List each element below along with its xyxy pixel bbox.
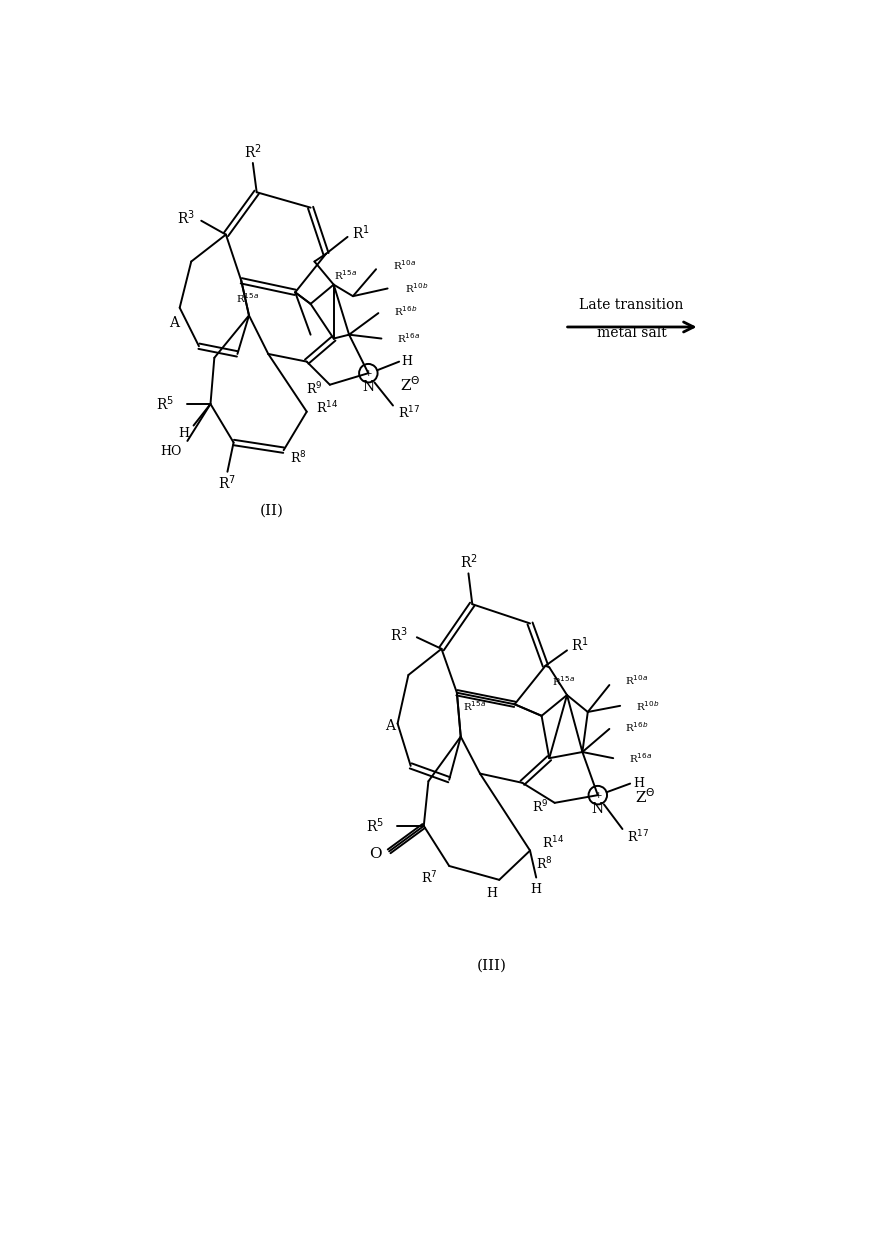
Text: H: H — [178, 427, 189, 440]
Text: H: H — [486, 887, 497, 901]
Text: R$^{1}$: R$^{1}$ — [352, 224, 369, 241]
Text: R$^{15a}$: R$^{15a}$ — [552, 674, 574, 688]
Text: R$^{17}$: R$^{17}$ — [398, 405, 419, 421]
Text: (III): (III) — [477, 959, 506, 973]
Text: R$^{14}$: R$^{14}$ — [541, 834, 564, 851]
Text: R$^{15a}$: R$^{15a}$ — [333, 267, 357, 281]
Text: R$^8$: R$^8$ — [289, 450, 306, 466]
Text: A: A — [385, 719, 395, 733]
Text: H: H — [530, 883, 542, 896]
Text: R$^{10a}$: R$^{10a}$ — [625, 673, 648, 687]
Text: R$^{1}$: R$^{1}$ — [571, 636, 589, 654]
Text: Late transition: Late transition — [580, 299, 684, 312]
Text: (II): (II) — [260, 503, 284, 517]
Text: R$^{16b}$: R$^{16b}$ — [393, 305, 418, 318]
Text: Z$^\Theta$: Z$^\Theta$ — [635, 787, 656, 806]
Text: R$^{15a}$: R$^{15a}$ — [236, 291, 259, 305]
Text: R$^8$: R$^8$ — [536, 856, 553, 873]
Text: N: N — [362, 380, 375, 393]
Text: R$^7$: R$^7$ — [219, 473, 237, 492]
Text: R$^9$: R$^9$ — [532, 798, 548, 816]
Text: R$^{2}$: R$^{2}$ — [460, 552, 478, 571]
Text: R$^{16b}$: R$^{16b}$ — [625, 719, 648, 733]
Text: R$^{10b}$: R$^{10b}$ — [404, 281, 428, 295]
Text: R$^{3}$: R$^{3}$ — [390, 626, 408, 644]
Text: O: O — [369, 847, 382, 861]
Text: Z$^\Theta$: Z$^\Theta$ — [401, 376, 421, 395]
Text: +: + — [594, 791, 601, 799]
Text: R$^{16a}$: R$^{16a}$ — [397, 332, 420, 346]
Text: A: A — [169, 316, 179, 330]
Text: HO: HO — [159, 445, 181, 458]
Text: N: N — [591, 802, 604, 816]
Text: R$^{10a}$: R$^{10a}$ — [393, 259, 416, 272]
Text: R$^{10b}$: R$^{10b}$ — [635, 699, 659, 713]
Text: R$^5$: R$^5$ — [156, 395, 174, 413]
Text: H: H — [633, 777, 644, 791]
Text: R$^{14}$: R$^{14}$ — [316, 400, 338, 416]
Text: R$^9$: R$^9$ — [306, 380, 323, 397]
Text: R$^{15a}$: R$^{15a}$ — [463, 699, 487, 713]
Text: R$^7$: R$^7$ — [421, 869, 437, 886]
Text: R$^{17}$: R$^{17}$ — [627, 829, 649, 846]
Text: +: + — [365, 368, 372, 377]
Text: metal salt: metal salt — [597, 326, 667, 340]
Text: R$^{16a}$: R$^{16a}$ — [629, 752, 651, 766]
Text: R$^{2}$: R$^{2}$ — [244, 142, 262, 161]
Text: H: H — [401, 355, 412, 368]
Text: R$^5$: R$^5$ — [366, 817, 383, 836]
Text: R$^{3}$: R$^{3}$ — [177, 209, 194, 227]
